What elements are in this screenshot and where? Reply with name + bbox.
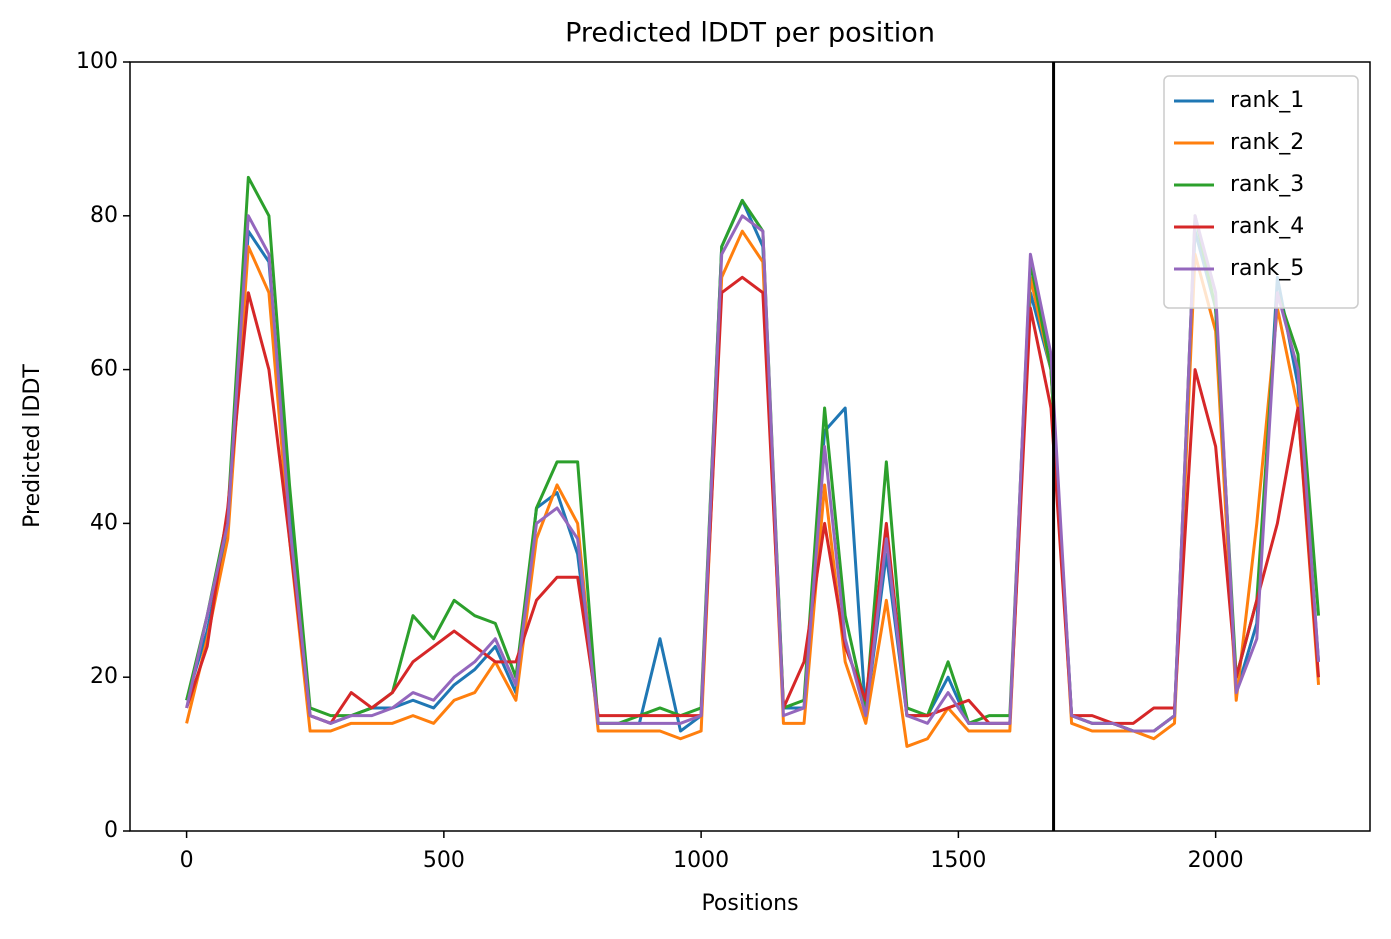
chart-title: Predicted lDDT per position (565, 18, 935, 49)
y-tick-label: 0 (104, 818, 118, 843)
series-line (185, 229, 1321, 748)
y-tick-label: 40 (90, 510, 118, 535)
legend-label: rank_1 (1230, 88, 1304, 113)
y-tick-label: 100 (76, 49, 118, 74)
x-axis-label: Positions (701, 891, 798, 916)
y-tick-label: 60 (90, 357, 118, 382)
x-tick-label: 1500 (930, 848, 986, 873)
y-tick-label: 80 (90, 203, 118, 228)
series-line (185, 198, 1321, 733)
legend-label: rank_2 (1230, 130, 1304, 155)
legend-label: rank_3 (1230, 172, 1304, 197)
x-tick-label: 0 (180, 848, 194, 873)
legend-box (1163, 75, 1359, 309)
series-line (185, 275, 1321, 725)
x-tick-label: 1000 (673, 848, 729, 873)
y-tick-label: 20 (90, 664, 118, 689)
x-tick-label: 500 (423, 848, 465, 873)
series-line (185, 175, 1321, 733)
legend-label: rank_4 (1230, 214, 1304, 239)
x-tick-label: 2000 (1188, 848, 1244, 873)
y-axis-label: Predicted lDDT (20, 364, 45, 528)
plot-frame (129, 61, 1371, 832)
series-line (185, 214, 1321, 733)
legend-label: rank_5 (1230, 256, 1304, 281)
